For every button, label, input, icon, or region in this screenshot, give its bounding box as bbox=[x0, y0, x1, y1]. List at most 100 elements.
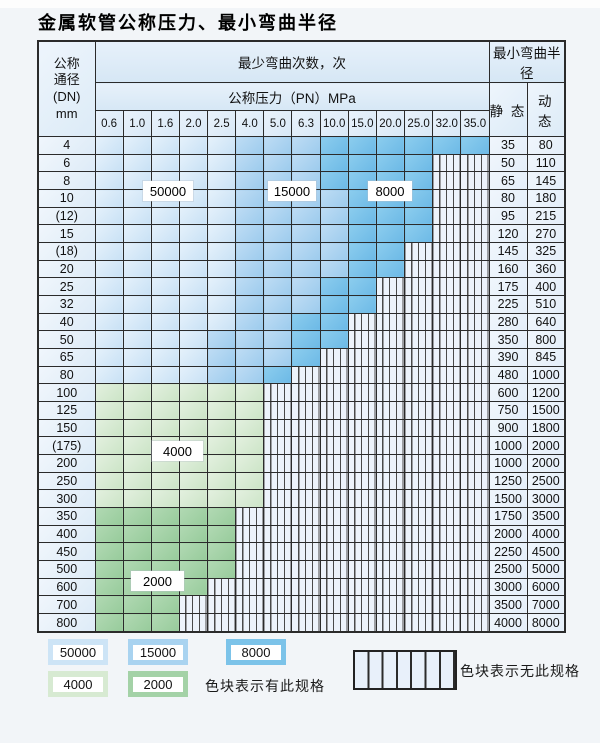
spec-cell-b15-4.0 bbox=[235, 224, 265, 244]
legend-chip-value: 2000 bbox=[133, 676, 183, 692]
spec-cell-b15-10.0 bbox=[319, 224, 349, 244]
dynamic-radius-value: 5000 bbox=[526, 560, 566, 579]
no-spec-cell-6.3 bbox=[291, 507, 321, 526]
no-spec-cell-32.0 bbox=[432, 436, 462, 456]
static-radius-value: 900 bbox=[488, 418, 528, 438]
no-spec-cell-32.0 bbox=[432, 418, 462, 438]
no-spec-cell-32.0 bbox=[432, 524, 462, 544]
spec-cell-g4-1.0 bbox=[122, 471, 152, 491]
static-radius-value: 35 bbox=[488, 136, 528, 155]
dn-cell: (12) bbox=[37, 206, 96, 226]
dynamic-radius-value: 1200 bbox=[526, 383, 566, 403]
header-nominal-pressure: 公称压力（PN）MPa bbox=[94, 82, 490, 111]
table-row-dn-25: 25 175 400 bbox=[37, 277, 566, 297]
static-radius-value: 80 bbox=[488, 189, 528, 208]
spec-cell-b50-1.6 bbox=[150, 348, 180, 367]
no-spec-cell-32.0 bbox=[432, 507, 462, 526]
spec-cell-b50-1.0 bbox=[122, 153, 152, 173]
spec-cell-b15-10.0 bbox=[319, 206, 349, 226]
no-spec-cell-35.0 bbox=[460, 454, 490, 473]
spec-cell-b50-2.5 bbox=[207, 136, 237, 155]
spec-cell-b50-0.6 bbox=[94, 330, 124, 350]
dn-cell: (18) bbox=[37, 242, 96, 261]
spec-table: 公称 通径 (DN) mm 最少弯曲次数，次 最小弯曲半径 公称压力（PN）MP… bbox=[37, 40, 566, 633]
spec-cell-b8-10.0 bbox=[319, 312, 349, 332]
no-spec-cell-32.0 bbox=[432, 312, 462, 332]
header-dn-line2: 通径 bbox=[53, 72, 80, 88]
no-spec-cell-20.0 bbox=[375, 613, 406, 633]
spec-cell-b15-4.0 bbox=[235, 171, 265, 191]
no-spec-cell-15.0 bbox=[347, 365, 377, 385]
spec-cell-b50-0.6 bbox=[94, 259, 124, 279]
spec-cell-b8-20.0 bbox=[375, 136, 406, 155]
spec-cell-b50-2.5 bbox=[207, 242, 237, 261]
static-radius-value: 2000 bbox=[488, 524, 528, 544]
spec-cell-b50-2.5 bbox=[207, 224, 237, 244]
dynamic-radius-value: 80 bbox=[526, 136, 566, 155]
spec-cell-g2-2.5 bbox=[207, 507, 237, 526]
dn-cell: (175) bbox=[37, 436, 96, 456]
spec-cell-g2-0.6 bbox=[94, 524, 124, 544]
dynamic-radius-value: 325 bbox=[526, 242, 566, 261]
no-spec-cell-6.3 bbox=[291, 542, 321, 562]
dn-cell: 250 bbox=[37, 471, 96, 491]
spec-cell-b15-10.0 bbox=[319, 189, 349, 208]
no-spec-cell-5.0 bbox=[263, 595, 293, 615]
static-radius-value: 1250 bbox=[488, 471, 528, 491]
bend-count-label-15000: 15000 bbox=[268, 181, 316, 201]
pressure-tick-15.0: 15.0 bbox=[347, 110, 377, 137]
spec-cell-b50-0.6 bbox=[94, 153, 124, 173]
spec-cell-b50-1.0 bbox=[122, 224, 152, 244]
spec-cell-b8-25.0 bbox=[404, 206, 434, 226]
spec-cell-b8-15.0 bbox=[347, 224, 377, 244]
spec-cell-b15-6.3 bbox=[291, 259, 321, 279]
spec-cell-b15-4.0 bbox=[235, 153, 265, 173]
no-spec-cell-4.0 bbox=[235, 560, 265, 579]
no-spec-cell-15.0 bbox=[347, 383, 377, 403]
spec-cell-b50-0.6 bbox=[94, 295, 124, 314]
spec-cell-g2-2.0 bbox=[178, 507, 209, 526]
no-spec-cell-20.0 bbox=[375, 471, 406, 491]
spec-cell-g4-1.0 bbox=[122, 489, 152, 509]
spec-cell-g4-1.0 bbox=[122, 436, 152, 456]
no-spec-cell-10.0 bbox=[319, 577, 349, 597]
no-spec-cell-15.0 bbox=[347, 542, 377, 562]
header-dn-line4: mm bbox=[55, 105, 78, 121]
spec-cell-g2-0.6 bbox=[94, 595, 124, 615]
no-spec-cell-6.3 bbox=[291, 613, 321, 633]
table-row-dn-32: 32 225 510 bbox=[37, 295, 566, 314]
spec-cell-g4-1.6 bbox=[150, 471, 180, 491]
pressure-tick-4.0: 4.0 bbox=[235, 110, 265, 137]
no-spec-cell-35.0 bbox=[460, 277, 490, 297]
pressure-tick-35.0: 35.0 bbox=[460, 110, 490, 137]
pressure-tick-row: 0.6 1.0 1.6 2.0 2.5 4.0 5.0 6.3 10.0 15.0 20.0 25.0… bbox=[38, 110, 565, 137]
no-spec-cell-32.0 bbox=[432, 259, 462, 279]
spec-cell-g4-2.0 bbox=[178, 383, 209, 403]
spec-cell-b15-4.0 bbox=[235, 277, 265, 297]
spec-cell-b8-10.0 bbox=[319, 277, 349, 297]
table-row-dn-800: 800 4000 8000 bbox=[37, 613, 566, 633]
no-spec-cell-10.0 bbox=[319, 471, 349, 491]
spec-cell-b15-5.0 bbox=[263, 330, 293, 350]
spec-cell-b50-1.0 bbox=[122, 330, 152, 350]
no-spec-cell-2.0 bbox=[178, 613, 209, 633]
no-spec-cell-6.3 bbox=[291, 383, 321, 403]
dn-cell: 20 bbox=[37, 259, 96, 279]
spec-cell-g2-0.6 bbox=[94, 577, 124, 597]
no-spec-cell-20.0 bbox=[375, 277, 406, 297]
no-spec-cell-32.0 bbox=[432, 542, 462, 562]
no-spec-cell-32.0 bbox=[432, 560, 462, 579]
no-spec-cell-25.0 bbox=[404, 277, 434, 297]
no-spec-cell-35.0 bbox=[460, 383, 490, 403]
legend-chip-value: 4000 bbox=[53, 676, 103, 692]
spec-cell-b15-10.0 bbox=[319, 242, 349, 261]
legend-chip-4000: 4000 bbox=[48, 671, 108, 697]
no-spec-cell-20.0 bbox=[375, 542, 406, 562]
no-spec-cell-5.0 bbox=[263, 383, 293, 403]
no-spec-cell-20.0 bbox=[375, 577, 406, 597]
spec-cell-g2-2.5 bbox=[207, 560, 237, 579]
no-spec-cell-15.0 bbox=[347, 577, 377, 597]
no-spec-cell-15.0 bbox=[347, 507, 377, 526]
spec-cell-b50-1.0 bbox=[122, 242, 152, 261]
table-row-dn-100: 100 600 1200 bbox=[37, 383, 566, 403]
